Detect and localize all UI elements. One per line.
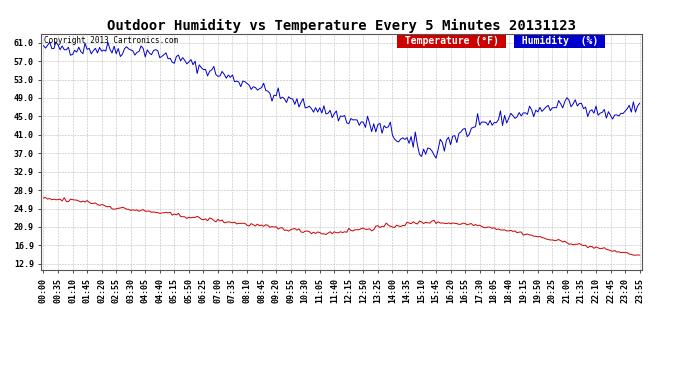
Text: Humidity  (%): Humidity (%)	[515, 36, 604, 46]
Text: Temperature (°F): Temperature (°F)	[399, 36, 504, 46]
Text: Copyright 2013 Cartronics.com: Copyright 2013 Cartronics.com	[44, 36, 179, 45]
Title: Outdoor Humidity vs Temperature Every 5 Minutes 20131123: Outdoor Humidity vs Temperature Every 5 …	[107, 18, 576, 33]
